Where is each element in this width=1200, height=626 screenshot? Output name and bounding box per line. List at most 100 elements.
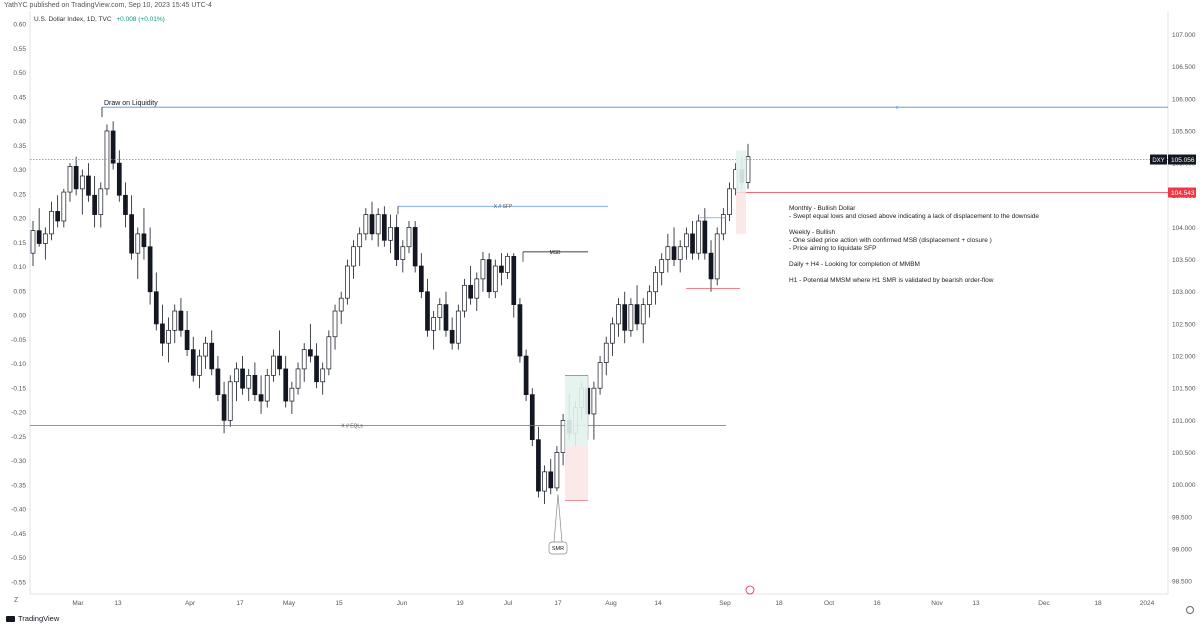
right-tick-label: 102.500 <box>1172 321 1196 328</box>
candle-down <box>443 304 449 331</box>
candle-up <box>653 272 658 293</box>
candle-up <box>542 471 547 492</box>
left-tick-label: 0.35 <box>13 143 26 150</box>
event-flash-icon <box>745 585 755 595</box>
settings-gear-icon[interactable] <box>1186 606 1194 614</box>
candle-down <box>221 394 227 421</box>
left-tick-label: -0.30 <box>11 458 26 465</box>
candle-down <box>499 265 504 273</box>
candle-up <box>264 374 270 402</box>
time-tick-label: Jun <box>397 600 408 607</box>
draw-on-liquidity-label: Draw on Liquidity <box>104 100 158 107</box>
candle-up <box>42 233 48 244</box>
eqls-label: X // EQLs <box>341 424 363 430</box>
left-tick-label: 0.10 <box>13 264 26 271</box>
candle-up <box>554 452 560 489</box>
last-price-tag <box>1168 154 1196 165</box>
candle-down <box>622 304 628 331</box>
candle-down <box>548 471 554 489</box>
left-tick-label: -0.10 <box>11 361 26 368</box>
candle-down <box>690 233 695 254</box>
candle-up <box>301 349 307 370</box>
recent-profit-zone <box>736 150 746 193</box>
candle-up <box>591 387 597 415</box>
candle-down <box>511 256 517 305</box>
left-tick-label: 0.30 <box>13 167 26 174</box>
right-tick-label: 100.000 <box>1172 482 1196 489</box>
left-tick-label: -0.35 <box>11 482 26 489</box>
note-line <box>789 221 1049 229</box>
candle-down <box>73 165 79 190</box>
candle-up <box>400 246 406 260</box>
time-tick-label: 13 <box>114 600 122 607</box>
time-tick-label: May <box>283 600 296 607</box>
candle-up <box>684 233 689 248</box>
candle-up <box>326 336 332 370</box>
left-tick-label: 0.45 <box>13 94 26 101</box>
candle-up <box>345 265 350 299</box>
candle-down <box>708 252 714 280</box>
analysis-notes: Monthly - Bullish Dollar - Swept equal l… <box>789 205 1049 285</box>
candle-down <box>36 230 42 244</box>
candle-up <box>363 214 369 235</box>
target-price-value: 104.543 <box>1171 190 1195 197</box>
note-line: - Swept equal lows and closed above indi… <box>789 213 1040 220</box>
right-tick-label: 103.000 <box>1172 289 1196 296</box>
candle-up <box>135 233 141 254</box>
candle-down <box>394 227 400 260</box>
last-symbol-text: DXY <box>1152 158 1164 164</box>
right-tick-label: 106.000 <box>1172 96 1196 103</box>
candle-down <box>418 265 424 293</box>
candle-down <box>517 304 523 357</box>
right-tick-label: 100.500 <box>1172 450 1196 457</box>
candle-down <box>536 439 541 492</box>
candle-down <box>412 227 418 267</box>
right-tick-label: 104.000 <box>1172 225 1196 232</box>
left-tick-label: 0.00 <box>13 313 26 320</box>
candle-up <box>677 246 683 260</box>
symbol-title: U.S. Dollar Index, 1D, TVC <box>34 16 112 23</box>
note-line <box>789 269 1049 277</box>
time-tick-label: 14 <box>654 600 662 607</box>
left-tick-label: -0.55 <box>11 579 26 586</box>
candle-up <box>104 130 110 190</box>
zoom-reset-button[interactable]: Z <box>14 597 19 604</box>
right-tick-label: 101.500 <box>1172 386 1196 393</box>
left-tick-label: -0.05 <box>11 337 26 344</box>
left-tick-label: 0.55 <box>13 46 26 53</box>
position-profit-zone <box>565 375 588 447</box>
candle-up <box>659 259 665 273</box>
candle-up <box>234 368 239 383</box>
candle-up <box>628 304 634 331</box>
candle-up <box>49 211 54 235</box>
candle-up <box>351 246 356 267</box>
candle-down <box>147 246 153 293</box>
candle-up <box>79 175 85 190</box>
tradingview-mark-icon <box>6 615 15 622</box>
candle-down <box>86 175 91 196</box>
candle-up <box>437 304 443 318</box>
candle-up <box>246 374 252 389</box>
candle-up <box>597 362 603 389</box>
candle-up <box>474 278 480 299</box>
liquidity-x-marker: x <box>896 105 899 111</box>
candle-up <box>357 233 363 248</box>
candle-up <box>166 329 171 344</box>
left-tick-label: 0.40 <box>13 119 26 126</box>
time-tick-label: Apr <box>185 600 196 607</box>
candle-down <box>116 162 122 196</box>
left-tick-label: 0.05 <box>13 288 26 295</box>
note-line: Weekly - Bullish <box>789 229 836 236</box>
candle-down <box>141 233 147 248</box>
right-tick-label: 102.000 <box>1172 354 1196 361</box>
candle-up <box>172 310 178 331</box>
candle-up <box>727 188 732 215</box>
candle-down <box>110 130 116 164</box>
time-tick-label: 16 <box>873 600 881 607</box>
symbol-info: U.S. Dollar Index, 1D, TVC +0.008 (+0.01… <box>34 16 168 23</box>
time-tick-label: 13 <box>972 600 980 607</box>
candle-up <box>320 368 326 383</box>
left-tick-label: -0.40 <box>11 507 26 514</box>
smr-callout <box>548 541 568 555</box>
